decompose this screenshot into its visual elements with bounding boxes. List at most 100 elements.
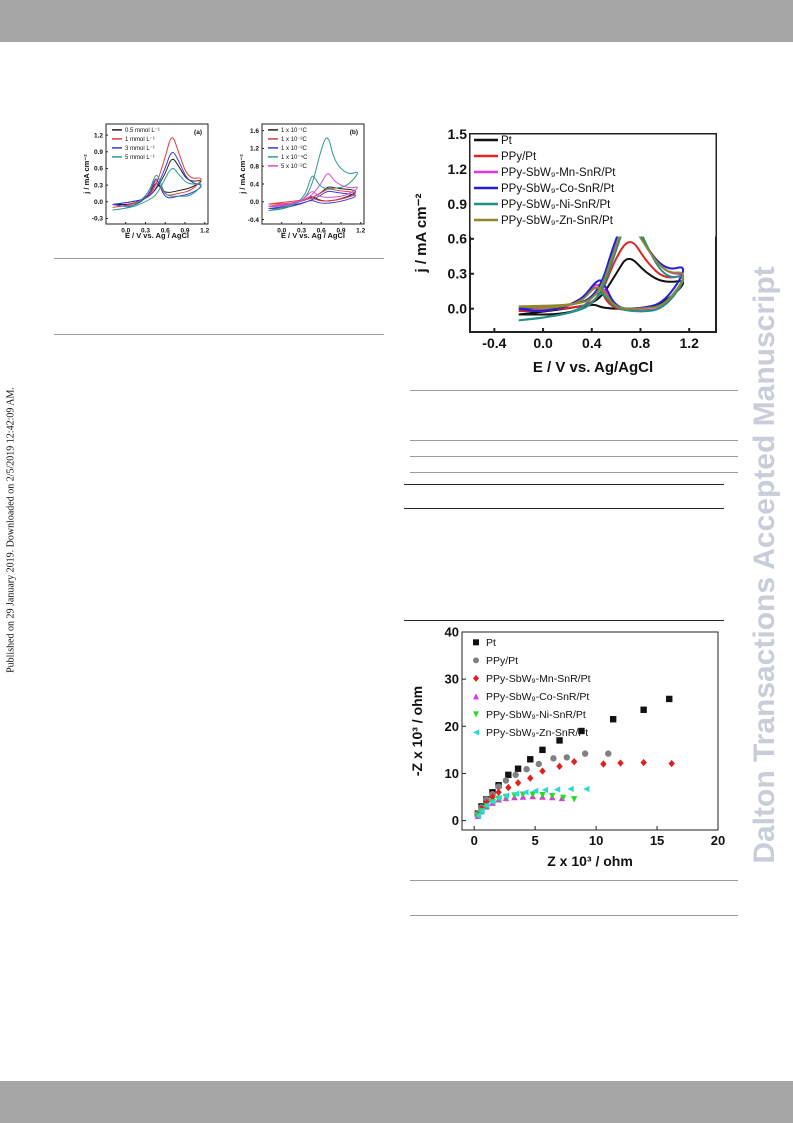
data-point — [666, 695, 673, 703]
y-tick-label: 0.0 — [250, 199, 259, 206]
header-bar — [0, 0, 793, 42]
y-tick-label: 1.2 — [250, 146, 259, 153]
data-point — [535, 760, 542, 768]
plot-frame — [105, 123, 209, 225]
series-curve-1 — [518, 241, 685, 313]
data-point — [640, 706, 647, 713]
legend: 1 x 10⁻¹C 1 x 10⁻²C 1 x 10⁻³C 1 x 10⁻⁴C 5 x … — [268, 128, 308, 170]
table-rule — [410, 472, 738, 473]
caption-rule-top — [410, 880, 738, 881]
data-point — [578, 727, 585, 735]
data-point — [529, 791, 536, 798]
data-point — [553, 786, 561, 793]
data-point — [583, 785, 590, 793]
caption-rule — [410, 390, 738, 391]
figure-cv: -0.4 0.0 0.4 0.8 1.2 0.0 0.3 0.6 0.9 1.2 1.5 E / V … — [413, 126, 717, 376]
table-rule — [410, 456, 738, 457]
series-curve-1 — [268, 188, 356, 205]
data-point — [549, 792, 556, 800]
x-tick-label: 0 — [471, 833, 478, 848]
x-tick-label: 0.0 — [121, 228, 130, 235]
legend-label: PPy-SbW₉-Co-SnR/Pt — [486, 691, 589, 703]
y-tick-label: 1.6 — [250, 128, 259, 135]
x-tick-label: 0.3 — [297, 228, 306, 235]
watermark-sidebar: Dalton Transactions Accepted Manuscript — [740, 240, 790, 890]
data-point — [539, 746, 546, 754]
x-axis-label: E / V vs. Ag / AgCl — [281, 231, 345, 240]
legend-label: PPy-SbW₉-Mn-SnR/Pt — [501, 167, 616, 179]
y-tick-label: 1.2 — [94, 132, 103, 139]
y-tick-label: -0.3 — [92, 216, 104, 223]
legend: 0.5 mmol L⁻¹ 1 mmol L⁻¹ 3 mmol L⁻¹ 5 mmol L… — [112, 128, 160, 161]
y-tick-label: 0.3 — [448, 266, 468, 282]
data-point — [668, 759, 675, 768]
y-axis-label: j / mA cm⁻² — [238, 154, 247, 195]
legend-swatch — [473, 729, 479, 736]
data-point — [539, 791, 546, 799]
figure-panel-a: 0.0 0.3 0.6 0.9 1.2 -0.3 0.0 0.3 0.6 0.9 1.2 E / V … — [82, 123, 210, 240]
data-point — [527, 774, 534, 782]
table-rule — [404, 508, 724, 509]
data-point — [527, 756, 534, 763]
data-point — [523, 765, 530, 773]
y-tick-label: 1.2 — [448, 161, 468, 177]
legend-swatch — [473, 674, 479, 682]
legend-label: PPy-SbW₉-Ni-SnR/Pt — [501, 199, 611, 211]
legend-label: 1 x 10⁻⁴C — [281, 154, 308, 161]
y-tick-label: 20 — [445, 719, 459, 734]
y-tick-label: 0.9 — [448, 196, 468, 212]
legend-label: 1 x 10⁻²C — [281, 137, 308, 143]
panel-label: (b) — [350, 129, 358, 136]
legend-swatch — [473, 693, 479, 700]
y-tick-label: 0.0 — [94, 199, 103, 206]
data-point — [556, 762, 563, 771]
data-point — [605, 750, 612, 757]
data-point — [495, 788, 502, 796]
series-curve-4 — [268, 173, 358, 207]
data-point — [474, 812, 482, 820]
x-tick-label: 1.2 — [356, 228, 365, 235]
publication-date-text: Published on 29 January 2019. Downloaded… — [5, 387, 17, 673]
data-point — [505, 771, 512, 779]
publication-date-sidebar: Published on 29 January 2019. Downloaded… — [4, 380, 18, 680]
data-point — [600, 760, 607, 768]
legend-label: PPy/Pt — [501, 151, 537, 163]
legend-label: PPy-SbW₉-Co-SnR/Pt — [501, 183, 615, 195]
data-point — [495, 794, 502, 802]
y-axis-label: -Z x 10³ / ohm — [409, 686, 425, 776]
y-tick-label: 30 — [445, 672, 459, 687]
panel-label: (a) — [194, 129, 202, 136]
x-tick-label: -0.4 — [482, 335, 506, 351]
y-tick-label: 0.0 — [448, 301, 468, 317]
y-axis-label: j / mA cm⁻² — [82, 154, 91, 195]
data-point — [570, 757, 578, 766]
data-point — [541, 786, 549, 794]
y-tick-label: 0.9 — [94, 149, 103, 156]
legend-swatch — [473, 657, 479, 664]
data-point — [495, 783, 502, 790]
legend-label: PPy-SbW₉-Zn-SnR/Pt — [486, 727, 588, 739]
legend-label: 5 x 10⁻²C — [281, 164, 308, 170]
x-tick-label: 0.6 — [317, 228, 326, 235]
series-curve-3 — [112, 168, 202, 211]
x-tick-label: 1.2 — [200, 228, 209, 235]
data-point — [609, 716, 617, 723]
y-tick-label: 0.6 — [448, 231, 468, 247]
x-tick-label: 1.2 — [679, 335, 699, 351]
x-tick-label: 0.4 — [582, 335, 602, 351]
data-point — [563, 754, 571, 761]
data-point — [539, 767, 546, 775]
x-tick-label: 15 — [650, 833, 664, 848]
legend-swatch — [473, 711, 479, 718]
data-point — [640, 758, 647, 767]
data-point — [514, 765, 522, 772]
data-point — [512, 771, 519, 779]
y-tick-label: 0 — [452, 813, 459, 828]
x-tick-label: 20 — [711, 833, 725, 848]
caption-rule-top — [54, 258, 384, 259]
x-tick-label: 0.9 — [180, 228, 189, 235]
y-tick-label: 0.6 — [94, 166, 103, 173]
x-tick-label: 0.6 — [161, 228, 170, 235]
y-tick-label: 0.4 — [250, 181, 259, 188]
x-tick-label: 5 — [532, 833, 539, 848]
